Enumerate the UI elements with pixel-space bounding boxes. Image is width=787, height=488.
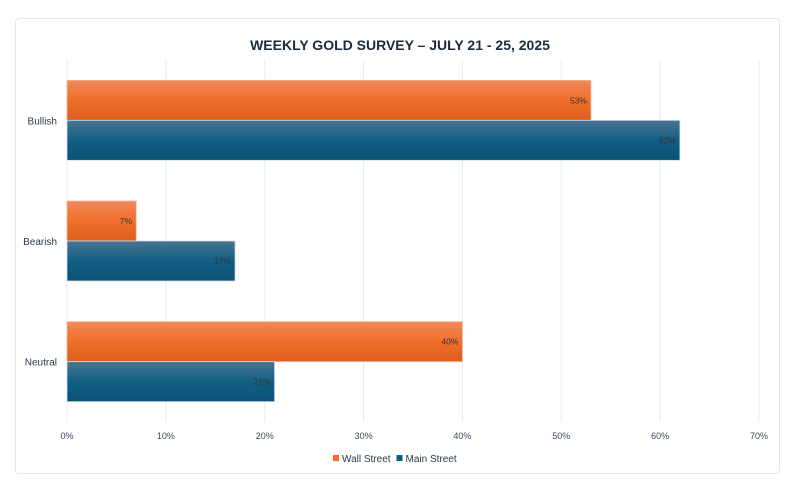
legend-swatch — [396, 455, 403, 461]
data-label: 17% — [214, 256, 231, 266]
data-label: 7% — [120, 216, 133, 226]
x-tick-label: 70% — [750, 431, 768, 441]
x-tick-label: 40% — [453, 431, 471, 441]
x-tick-label: 50% — [552, 431, 570, 441]
x-tick-label: 10% — [157, 431, 175, 441]
chart-title: WEEKLY GOLD SURVEY – JULY 21 - 25, 2025 — [250, 37, 550, 53]
bar-main-street — [66, 361, 276, 403]
category-label: Bullish — [28, 116, 57, 127]
bar-wall-street — [66, 79, 592, 121]
data-label: 62% — [659, 135, 676, 145]
legend-label: Wall Street — [342, 454, 391, 465]
bar-wall-street — [66, 200, 137, 242]
x-tick-label: 30% — [355, 431, 373, 441]
bar-main-street — [66, 240, 236, 282]
legend-swatch — [333, 455, 339, 461]
x-tick-label: 60% — [651, 431, 669, 441]
category-label: Bearish — [23, 237, 57, 248]
bar-main-street — [66, 119, 681, 161]
category-label: Neutral — [25, 358, 57, 369]
data-label: 21% — [254, 377, 271, 387]
x-tick-label: 0% — [60, 431, 73, 441]
data-label: 53% — [570, 95, 587, 105]
data-label: 40% — [441, 337, 458, 347]
legend-label: Main Street — [406, 454, 457, 465]
x-tick-label: 20% — [256, 431, 274, 441]
bar-wall-street — [66, 321, 463, 363]
